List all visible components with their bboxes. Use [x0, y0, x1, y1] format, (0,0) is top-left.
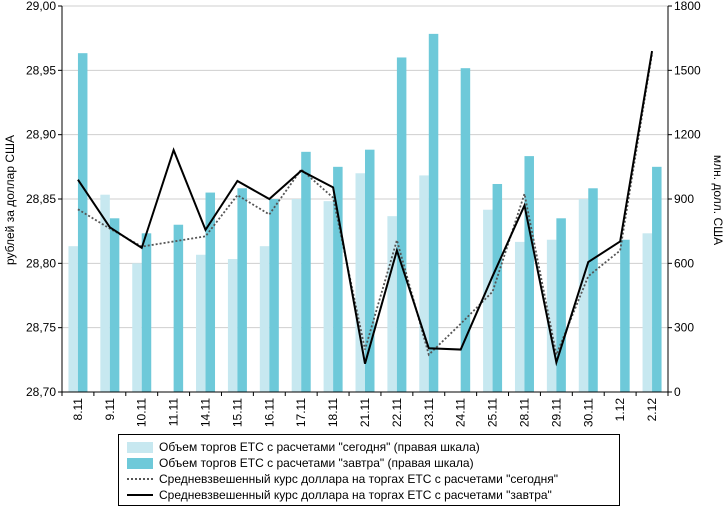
legend-label-tomorrow-volume: Объем торгов ЕТС с расчетами "завтра" (п… — [159, 456, 474, 470]
left-axis-ticks: 28,70 28,75 28,80 28,85 28,90 28,95 29,00 — [26, 0, 62, 399]
bar — [483, 209, 493, 392]
left-axis-title: рублей за доллар США — [3, 135, 17, 265]
legend-item-tomorrow-rate: Средневзвешенный курс доллара на торгах … — [127, 487, 619, 503]
bar — [173, 224, 184, 392]
bar — [620, 239, 630, 392]
right-tick-label: 1800 — [674, 0, 701, 13]
bar — [259, 246, 270, 392]
bar — [546, 239, 557, 392]
x-tick-label: 14.11 — [199, 398, 213, 427]
bar — [77, 53, 88, 393]
bar — [642, 233, 653, 392]
bar — [132, 263, 142, 392]
left-tick-label: 28,90 — [26, 128, 56, 142]
legend-item-today-volume: Объем торгов ЕТС с расчетами "сегодня" (… — [127, 439, 619, 455]
left-tick-label: 28,75 — [26, 321, 56, 335]
right-tick-label: 600 — [674, 256, 694, 270]
right-tick-label: 1200 — [674, 128, 701, 142]
x-tick-label: 29.11 — [549, 398, 563, 427]
right-tick-label: 900 — [674, 192, 694, 206]
x-tick-label: 15.11 — [230, 398, 244, 427]
bar — [109, 218, 120, 392]
combo-chart: 28,70 28,75 28,80 28,85 28,90 28,95 29,00 0 300… — [3, 0, 725, 427]
left-tick-label: 29,00 — [26, 0, 56, 13]
x-tick-label: 9.11 — [103, 398, 117, 421]
bar — [419, 175, 429, 392]
left-tick-label: 28,70 — [26, 385, 56, 399]
left-tick-label: 28,85 — [26, 192, 56, 206]
bar — [524, 156, 534, 392]
bar — [514, 241, 525, 392]
right-tick-label: 300 — [674, 321, 694, 335]
right-tick-label: 0 — [674, 385, 681, 399]
x-tick-label: 11.11 — [167, 398, 181, 427]
bar — [196, 254, 206, 392]
x-tick-label: 22.11 — [390, 398, 404, 427]
left-tick-label: 28,95 — [26, 63, 56, 77]
bar — [227, 259, 238, 392]
bar — [205, 192, 216, 392]
bar — [492, 183, 503, 392]
legend-item-tomorrow-volume: Объем торгов ЕТС с расчетами "завтра" (п… — [127, 455, 619, 471]
x-tick-label: 21.11 — [358, 398, 372, 427]
bar — [291, 199, 302, 392]
legend-label-tomorrow-rate: Средневзвешенный курс доллара на торгах … — [159, 488, 552, 502]
bar — [365, 149, 375, 392]
x-tick-label: 24.11 — [454, 398, 468, 427]
bar — [588, 188, 598, 392]
legend-swatch-tomorrow-volume — [127, 457, 153, 469]
bar — [460, 68, 471, 392]
bar — [301, 151, 311, 392]
bar — [652, 166, 662, 392]
bar — [355, 173, 365, 392]
right-axis-ticks: 0 300 600 900 1200 1500 1800 — [668, 0, 701, 399]
bar — [141, 233, 152, 392]
x-tick-label: 28.11 — [517, 398, 531, 427]
bar — [100, 194, 110, 392]
legend-swatch-today-volume — [127, 441, 153, 453]
legend-swatch-tomorrow-rate — [127, 494, 153, 496]
x-tick-label: 23.11 — [422, 398, 436, 427]
x-tick-label: 16.11 — [262, 398, 276, 427]
line-series-tomorrow — [77, 50, 654, 367]
x-tick-label: 1.12 — [613, 398, 627, 422]
x-tick-label: 10.11 — [135, 398, 149, 427]
left-tick-label: 28,80 — [26, 256, 56, 270]
line-series-today — [77, 53, 653, 358]
bar — [578, 199, 589, 392]
x-tick-label: 30.11 — [581, 398, 595, 427]
right-axis-title: млн. долл. США — [711, 155, 725, 245]
bar-series — [68, 33, 662, 393]
x-tick-label: 18.11 — [326, 398, 340, 427]
bar — [387, 216, 397, 392]
legend: Объем торгов ЕТС с расчетами "сегодня" (… — [118, 434, 620, 506]
x-tick-label: 8.11 — [71, 398, 85, 421]
right-tick-label: 1500 — [674, 63, 701, 77]
bar — [333, 166, 343, 392]
legend-label-today-rate: Средневзвешенный курс доллара на торгах … — [159, 472, 558, 486]
legend-label-today-volume: Объем торгов ЕТС с расчетами "сегодня" (… — [159, 440, 480, 454]
line-series — [77, 50, 654, 367]
bar — [269, 199, 279, 392]
x-tick-label: 2.12 — [645, 398, 659, 422]
bar — [237, 188, 247, 392]
bar — [556, 218, 566, 392]
legend-swatch-today-rate — [127, 478, 153, 480]
bar — [68, 246, 78, 392]
bar — [323, 201, 334, 392]
x-tick-label: 17.11 — [294, 398, 308, 427]
legend-item-today-rate: Средневзвешенный курс доллара на торгах … — [127, 471, 619, 487]
bar — [396, 57, 407, 392]
x-axis-ticks: 8.11 9.11 10.11 11.11 14.11 15.11 16.11 17.11 18… — [61, 392, 669, 427]
x-tick-label: 25.11 — [486, 398, 500, 427]
bar — [428, 33, 439, 392]
